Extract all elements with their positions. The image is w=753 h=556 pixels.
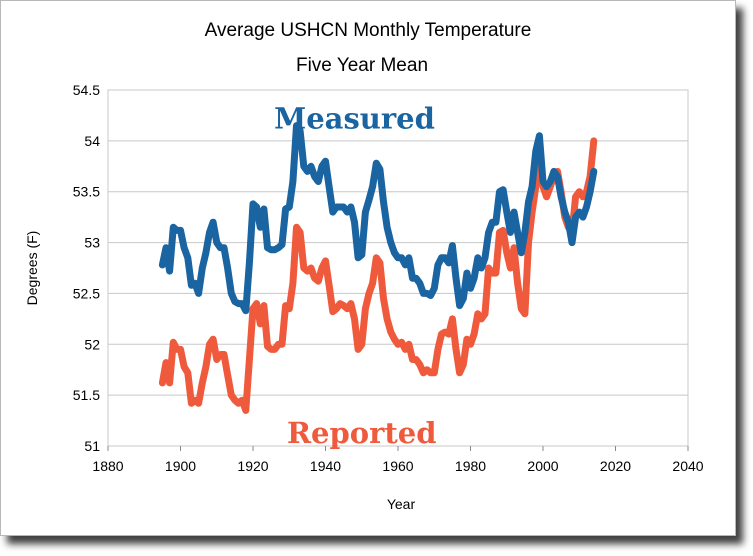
x-tick-label: 2020: [600, 458, 631, 474]
annotations: Measured Reported: [274, 101, 436, 449]
y-tick-label: 52.5: [73, 285, 100, 301]
y-tick-label: 54.5: [73, 82, 100, 98]
series-line-reported: [158, 137, 598, 414]
x-tick-label: 1900: [165, 458, 196, 474]
x-tick-label: 1960: [382, 458, 413, 474]
reported-annotation: Reported: [287, 416, 437, 450]
x-axis-label: Year: [387, 496, 416, 512]
y-tick-label: 51: [84, 438, 100, 454]
x-tick-label: 1980: [455, 458, 486, 474]
y-tick-label: 52: [84, 336, 100, 352]
x-tick-label: 1920: [237, 458, 268, 474]
chart-frame: Average USHCN Monthly Temperature Five Y…: [0, 0, 736, 536]
x-tick-label: 2000: [527, 458, 558, 474]
x-tick-label: 1940: [310, 458, 341, 474]
chart-subtitle: Five Year Mean: [296, 55, 428, 76]
chart-title: Average USHCN Monthly Temperature: [205, 20, 532, 41]
series-line-measured: [158, 122, 598, 315]
y-tick-label: 54: [84, 133, 100, 149]
y-tick-label: 53: [84, 235, 100, 251]
x-tick-label: 2040: [672, 458, 703, 474]
y-tick-label: 51.5: [73, 387, 100, 403]
y-axis-ticks: 51 51.5 52 52.5 53 53.5 54 54.5: [73, 82, 100, 454]
measured-annotation: Measured: [274, 101, 435, 135]
y-tick-label: 53.5: [73, 184, 100, 200]
plot-area: [107, 89, 689, 447]
series-lines: [158, 122, 598, 414]
x-tick-label: 1880: [92, 458, 123, 474]
x-axis-ticks: 1880 1900 1920 1940 1960 1980 2000 2020 2040: [92, 446, 704, 474]
y-axis-label: Degrees (F): [24, 231, 40, 306]
